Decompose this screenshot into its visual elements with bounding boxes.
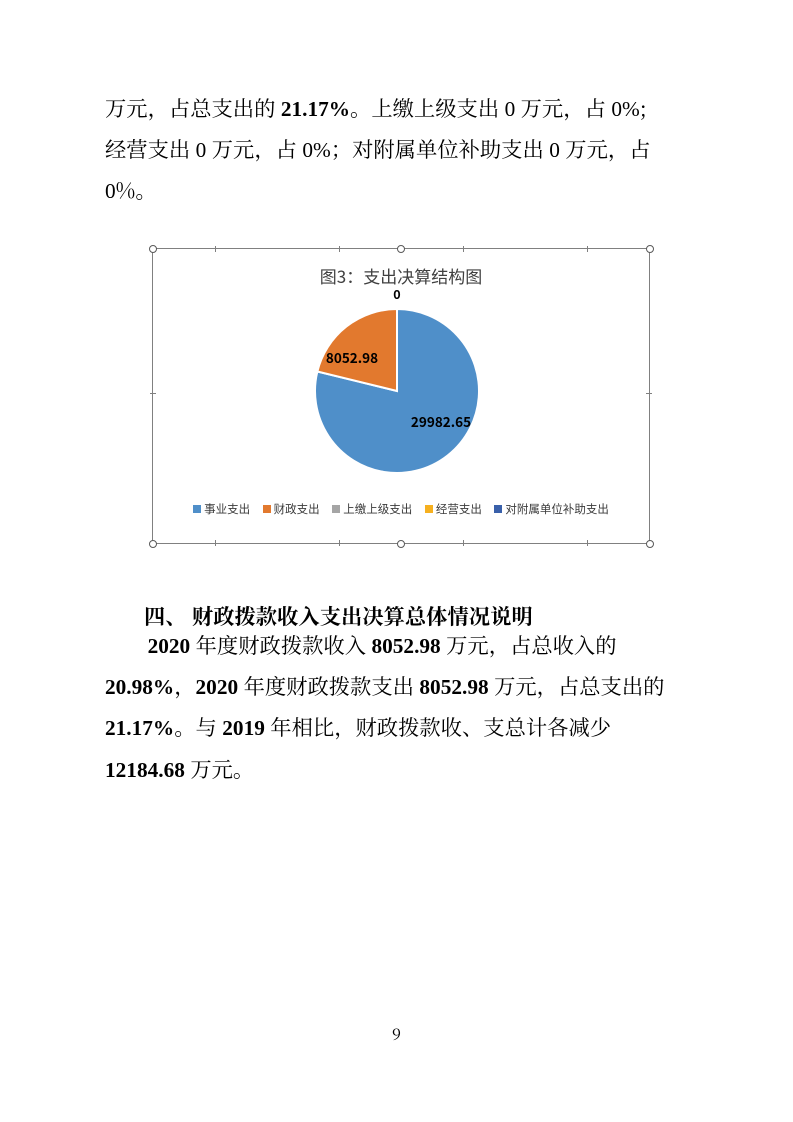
svg-text:29982.65: 29982.65 bbox=[411, 411, 471, 431]
svg-text:0: 0 bbox=[393, 284, 400, 303]
svg-text:8052.98: 8052.98 bbox=[326, 347, 378, 367]
